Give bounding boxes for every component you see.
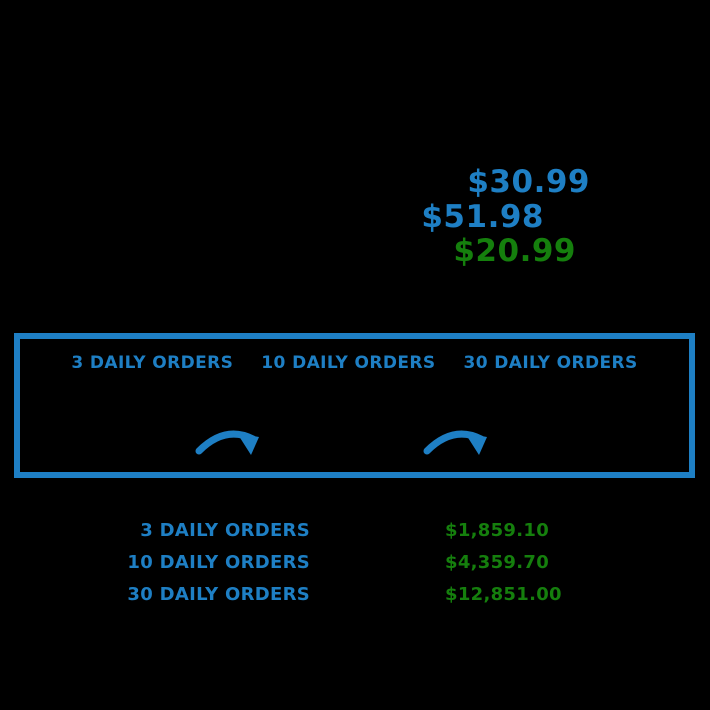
orders-summary-list: 3 DAILY ORDERS $1,859.10 10 DAILY ORDERS…: [80, 520, 580, 616]
curved-arrow-left-icon: [195, 430, 259, 455]
summary-amount-value: $1,859.10: [445, 520, 550, 541]
tab-10-daily-orders[interactable]: 10 DAILY ORDERS: [261, 353, 436, 373]
summary-amount-value: $12,851.00: [445, 584, 562, 605]
price-line-secondary: $51.98: [421, 198, 544, 235]
tab-3-daily-orders[interactable]: 3 DAILY ORDERS: [71, 353, 234, 373]
summary-amount-value: $4,359.70: [445, 552, 550, 573]
orders-panel: 3 DAILY ORDERS 10 DAILY ORDERS 30 DAILY …: [14, 333, 695, 478]
curved-arrow-right-icon: [423, 430, 487, 455]
summary-row: 10 DAILY ORDERS $4,359.70: [80, 552, 580, 584]
price-stack: $30.99 $51.98 $20.99: [330, 165, 608, 269]
tab-30-daily-orders[interactable]: 30 DAILY ORDERS: [463, 353, 638, 373]
price-line-primary: $30.99: [467, 164, 590, 200]
summary-tier-label: 30 DAILY ORDERS: [127, 584, 310, 605]
arrow-row: [20, 417, 689, 467]
summary-row: 3 DAILY ORDERS $1,859.10: [80, 520, 580, 552]
summary-tier-label: 10 DAILY ORDERS: [127, 552, 310, 573]
summary-tier-label: 3 DAILY ORDERS: [140, 520, 310, 541]
summary-row: 30 DAILY ORDERS $12,851.00: [80, 584, 580, 616]
orders-tab-bar: 3 DAILY ORDERS 10 DAILY ORDERS 30 DAILY …: [20, 353, 689, 373]
price-line-total: $20.99: [453, 233, 576, 270]
